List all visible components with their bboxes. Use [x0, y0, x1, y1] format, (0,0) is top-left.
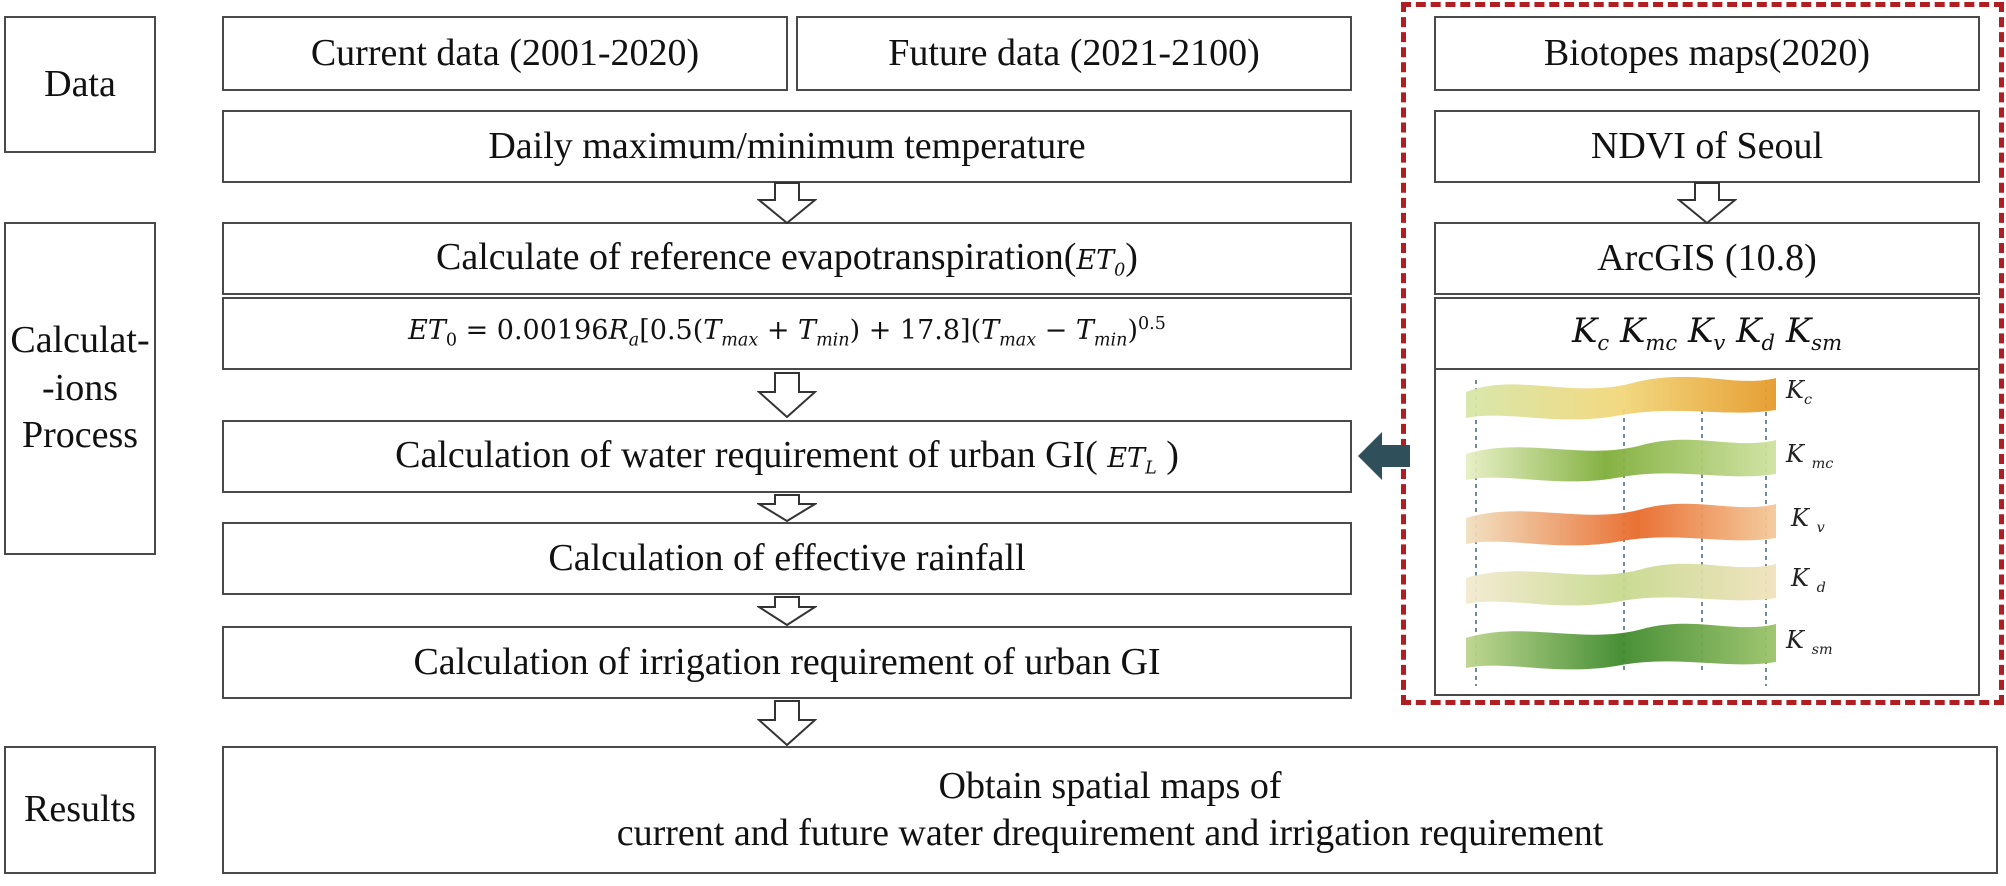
layer-label-kd: K d	[1791, 564, 1826, 596]
ndvi-box: NDVI of Seoul	[1434, 110, 1980, 183]
coefficient-list: Kc Kmc Kv Kd Ksm	[1571, 311, 1843, 356]
stacked-map-graphic	[1466, 376, 1776, 686]
layer-label-kv: K v	[1791, 504, 1825, 536]
layer-label-kc: Kc	[1786, 376, 1812, 408]
irrigation-requirement-box: Calculation of irrigation requirement of…	[222, 626, 1352, 699]
down-arrow-right	[1677, 182, 1737, 224]
water-requirement-box: Calculation of water requirement of urba…	[222, 420, 1352, 493]
down-arrow-4	[757, 596, 817, 626]
layer-kmc	[1466, 439, 1776, 482]
et0-symbol: ET0	[1076, 245, 1126, 281]
coefficient-layer-maps: Kc K mc K v K d K sm	[1434, 370, 1980, 696]
results-box: Obtain spatial maps of current and futur…	[222, 746, 1998, 874]
layer-kv	[1466, 503, 1776, 546]
stage-label-data: Data	[4, 16, 156, 153]
effective-rainfall-box: Calculation of effective rainfall	[222, 522, 1352, 595]
layer-label-kmc: K mc	[1786, 440, 1834, 472]
arcgis-box: ArcGIS (10.8)	[1434, 222, 1980, 295]
daily-temperature-box: Daily maximum/minimum temperature	[222, 110, 1352, 183]
equation-box: ET0 = 0.00196Ra[0.5(Tmax + Tmin) + 17.8]…	[222, 297, 1352, 370]
current-data-box: Current data (2001-2020)	[222, 16, 788, 91]
biotopes-maps-box: Biotopes maps(2020)	[1434, 16, 1980, 91]
layer-label-ksm: K sm	[1786, 626, 1833, 658]
coefficients-box: Kc Kmc Kv Kd Ksm	[1434, 297, 1980, 370]
reference-et-box: Calculate of reference evapotranspiratio…	[222, 222, 1352, 295]
right-panel-frame	[1401, 2, 2004, 705]
layer-kc	[1466, 376, 1776, 420]
down-arrow-1	[757, 182, 817, 224]
left-connector-arrow	[1358, 432, 1410, 480]
layer-ksm	[1466, 623, 1776, 670]
stage-label-calculations: Calculat- -ions Process	[4, 222, 156, 555]
etl-symbol: ETL	[1107, 443, 1157, 479]
stage-label-results: Results	[4, 746, 156, 874]
down-arrow-5	[757, 700, 817, 746]
down-arrow-3	[757, 494, 817, 522]
down-arrow-2	[757, 372, 817, 418]
hargreaves-equation: ET0 = 0.00196Ra[0.5(Tmax + Tmin) + 17.8]…	[408, 314, 1166, 351]
layer-kd	[1466, 563, 1776, 606]
future-data-box: Future data (2021-2100)	[796, 16, 1352, 91]
